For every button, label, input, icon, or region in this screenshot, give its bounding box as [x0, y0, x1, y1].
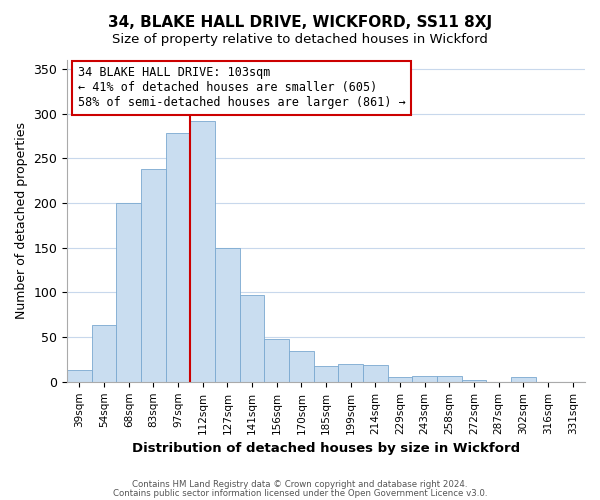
Bar: [388, 378, 412, 382]
Text: Contains public sector information licensed under the Open Government Licence v3: Contains public sector information licen…: [113, 488, 487, 498]
Bar: [190, 121, 215, 382]
Bar: [166, 134, 190, 382]
Bar: [141, 169, 166, 382]
Bar: [116, 203, 141, 382]
Text: 34, BLAKE HALL DRIVE, WICKFORD, SS11 8XJ: 34, BLAKE HALL DRIVE, WICKFORD, SS11 8XJ: [108, 15, 492, 30]
Bar: [338, 364, 363, 382]
Bar: [240, 295, 265, 382]
Bar: [363, 365, 388, 382]
Bar: [412, 376, 437, 382]
Bar: [215, 248, 240, 382]
Bar: [314, 366, 338, 382]
Text: 34 BLAKE HALL DRIVE: 103sqm
← 41% of detached houses are smaller (605)
58% of se: 34 BLAKE HALL DRIVE: 103sqm ← 41% of det…: [77, 66, 405, 110]
Bar: [511, 378, 536, 382]
Bar: [462, 380, 487, 382]
Bar: [92, 324, 116, 382]
Bar: [67, 370, 92, 382]
Bar: [289, 350, 314, 382]
Y-axis label: Number of detached properties: Number of detached properties: [15, 122, 28, 320]
Bar: [265, 339, 289, 382]
X-axis label: Distribution of detached houses by size in Wickford: Distribution of detached houses by size …: [132, 442, 520, 455]
Text: Size of property relative to detached houses in Wickford: Size of property relative to detached ho…: [112, 32, 488, 46]
Bar: [437, 376, 462, 382]
Text: Contains HM Land Registry data © Crown copyright and database right 2024.: Contains HM Land Registry data © Crown c…: [132, 480, 468, 489]
